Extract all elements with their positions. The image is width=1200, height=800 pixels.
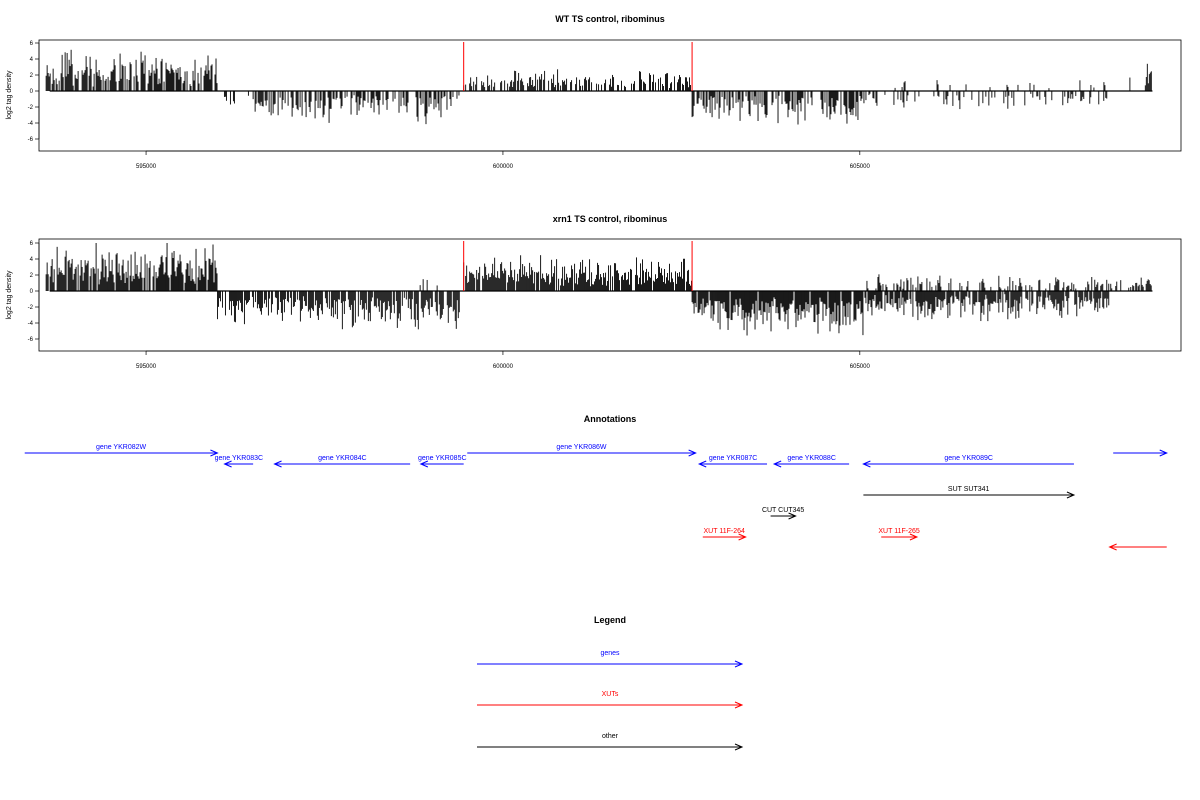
y-tick-label: 0 bbox=[30, 89, 34, 95]
annotation-feature[interactable]: gene YKR086W bbox=[467, 444, 697, 457]
feature-arrow-head bbox=[1159, 449, 1168, 457]
feature-arrow-head bbox=[862, 460, 871, 468]
xrn1-plot-frame bbox=[38, 238, 1182, 352]
legend-label: other bbox=[602, 733, 619, 740]
feature-arrow-head bbox=[697, 460, 707, 468]
feature-arrow-head bbox=[1108, 543, 1117, 551]
feature-label: gene YKR087C bbox=[709, 455, 758, 462]
x-tick-label: 605000 bbox=[850, 364, 871, 370]
feature-label: gene YKR085C bbox=[418, 455, 467, 462]
y-tick-label: 2 bbox=[30, 73, 34, 79]
feature-arrow-head bbox=[788, 512, 797, 520]
feature-arrow-head bbox=[909, 533, 919, 541]
feature-arrow-head bbox=[734, 743, 744, 751]
y-tick-label: 0 bbox=[30, 289, 34, 295]
xrn1-y-axis-label: log2 tag density bbox=[6, 270, 13, 320]
feature-arrow-head bbox=[1066, 491, 1076, 499]
feature-label: gene YKR086W bbox=[556, 444, 606, 451]
annotation-feature[interactable]: gene YKR083C bbox=[215, 455, 264, 468]
annotations-panel: Annotations gene YKR082W gene YKR083C gene… bbox=[24, 414, 1168, 551]
feature-label: gene YKR089C bbox=[944, 455, 993, 462]
feature-arrow-head bbox=[738, 533, 747, 541]
legend-panel: Legend genes XUTs other bbox=[477, 615, 744, 751]
legend-label: XUTs bbox=[602, 691, 619, 698]
feature-arrow-head bbox=[223, 460, 232, 468]
x-tick-label: 595000 bbox=[136, 164, 157, 170]
legend-title: Legend bbox=[594, 615, 626, 625]
annotations-title: Annotations bbox=[584, 414, 637, 424]
annotation-feature[interactable]: gene YKR088C bbox=[772, 455, 850, 468]
feature-label: gene YKR082W bbox=[96, 444, 146, 451]
feature-arrow-head bbox=[734, 660, 744, 668]
feature-arrow-head bbox=[273, 460, 282, 468]
annotation-feature[interactable]: XUT 11F-265 bbox=[878, 528, 920, 541]
xrn1-track-panel: xrn1 TS control, ribominus log2 tag dens… bbox=[6, 214, 1182, 370]
feature-arrow-head bbox=[210, 449, 219, 457]
feature-arrow-head bbox=[688, 449, 697, 457]
feature-label: SUT SUT341 bbox=[948, 486, 990, 493]
y-tick-label: 2 bbox=[30, 273, 34, 279]
feature-label: XUT 11F-265 bbox=[878, 528, 919, 535]
annotation-feature[interactable]: gene YKR084C bbox=[273, 455, 411, 468]
y-tick-label: 4 bbox=[30, 257, 34, 263]
wt-track-panel: WT TS control, ribominus log2 tag densit… bbox=[6, 14, 1182, 170]
annotation-feature[interactable]: gene YKR087C bbox=[697, 455, 768, 468]
y-tick-label: -4 bbox=[28, 321, 34, 327]
x-tick-label: 600000 bbox=[493, 364, 514, 370]
y-tick-label: -6 bbox=[28, 137, 34, 143]
wt-track-title: WT TS control, ribominus bbox=[555, 14, 665, 24]
y-tick-label: -4 bbox=[28, 121, 34, 127]
y-tick-label: -2 bbox=[28, 105, 34, 111]
legend-item: genes bbox=[477, 650, 744, 668]
annotation-feature[interactable]: CUT CUT345 bbox=[762, 507, 804, 520]
annotation-feature[interactable] bbox=[1113, 449, 1168, 457]
annotation-feature[interactable]: gene YKR085C bbox=[418, 455, 467, 468]
annotation-feature[interactable]: XUT 11F-264 bbox=[702, 528, 747, 541]
legend-label: genes bbox=[600, 650, 620, 657]
wt-plot-frame bbox=[38, 39, 1182, 152]
feature-arrow-head bbox=[734, 701, 744, 709]
y-tick-label: -2 bbox=[28, 305, 34, 311]
y-tick-label: 4 bbox=[30, 57, 34, 63]
feature-label: gene YKR084C bbox=[318, 455, 367, 462]
feature-arrow-head bbox=[419, 460, 429, 468]
y-tick-label: 6 bbox=[30, 41, 34, 47]
feature-arrow-head bbox=[772, 460, 782, 468]
x-tick-label: 595000 bbox=[136, 364, 157, 370]
legend-item: XUTs bbox=[477, 691, 744, 709]
legend-item: other bbox=[477, 733, 744, 751]
feature-label: gene YKR088C bbox=[787, 455, 836, 462]
wt-y-axis-label: log2 tag density bbox=[6, 70, 13, 120]
annotation-feature[interactable]: gene YKR082W bbox=[24, 444, 219, 457]
y-tick-label: 6 bbox=[30, 241, 34, 247]
feature-label: XUT 11F-264 bbox=[704, 528, 745, 535]
x-tick-label: 600000 bbox=[493, 164, 514, 170]
feature-label: CUT CUT345 bbox=[762, 507, 804, 514]
y-tick-label: -6 bbox=[28, 337, 34, 343]
xrn1-track-title: xrn1 TS control, ribominus bbox=[553, 214, 668, 224]
annotation-feature[interactable]: SUT SUT341 bbox=[863, 486, 1076, 499]
feature-label: gene YKR083C bbox=[215, 455, 264, 462]
annotation-feature[interactable] bbox=[1108, 543, 1167, 551]
annotation-feature[interactable]: gene YKR089C bbox=[862, 455, 1074, 468]
x-tick-label: 605000 bbox=[850, 164, 871, 170]
